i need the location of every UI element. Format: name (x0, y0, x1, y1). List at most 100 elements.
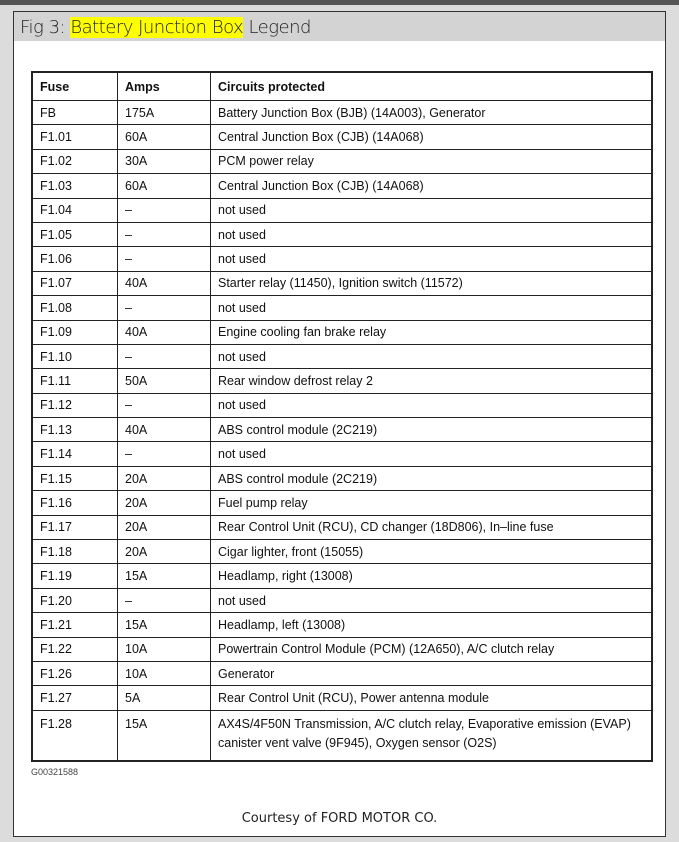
cell-fuse: F1.18 (31, 539, 118, 565)
cell-fuse: F1.10 (31, 343, 118, 370)
cell-fuse: F1.22 (31, 636, 118, 662)
title-bar: Fig 3: Battery Junction Box Legend (14, 12, 665, 41)
cell-fuse: F1.16 (31, 490, 118, 516)
table-row: F1.28 15A AX4S/4F50N Transmission, A/C clu… (31, 709, 653, 762)
cell-amps: 15A (117, 612, 211, 638)
cell-fuse: F1.15 (31, 465, 118, 492)
cell-fuse: F1.13 (31, 417, 118, 443)
cell-circuits: not used (210, 295, 653, 321)
cell-circuits: not used (210, 392, 653, 419)
cell-circuits: Engine cooling fan brake relay (210, 319, 653, 345)
cell-fuse: F1.17 (31, 514, 118, 541)
cell-amps: 30A (117, 148, 211, 175)
figure-code: G00321588 (31, 767, 79, 777)
cell-fuse: F1.12 (31, 392, 118, 419)
header-circuits: Circuits protected (210, 71, 653, 101)
cell-amps: – (117, 343, 211, 370)
cell-fuse: F1.06 (31, 246, 118, 272)
cell-fuse: F1.28 (31, 709, 118, 762)
cell-circuits: Battery Junction Box (BJB) (14A003), Gen… (210, 99, 653, 126)
cell-circuits: not used (210, 221, 653, 248)
cell-circuits: not used (210, 441, 653, 467)
figure-frame: Fig 3: Battery Junction Box Legend Fuse … (13, 11, 666, 837)
table-row: F1.18 20A Cigar lighter, front (15055) (31, 539, 653, 565)
cell-amps: 20A (117, 514, 211, 541)
table-row: F1.06– not used (31, 246, 653, 272)
table-row: F1.14– not used (31, 441, 653, 467)
cell-amps: 40A (117, 270, 211, 297)
table-row: FB 175A Battery Junction Box (BJB) (14A003… (31, 99, 653, 126)
table-row: F1.10– not used (31, 343, 653, 370)
cell-circuits: Rear Control Unit (RCU), Power antenna m… (210, 685, 653, 711)
cell-circuits: ABS control module (2C219) (210, 465, 653, 492)
table-row: F1.13 40A ABS control module (2C219) (31, 417, 653, 443)
cell-circuits: Powertrain Control Module (PCM) (12A650)… (210, 636, 653, 662)
table-row: F1.16 20A Fuel pump relay (31, 490, 653, 516)
title-suffix: Legend (243, 17, 311, 38)
table-row: F1.20– not used (31, 587, 653, 614)
fuse-table: Fuse Amps Circuits protected FB 175A Batte… (31, 71, 653, 762)
table-row: F1.03 60A Central Junction Box (CJB) (14A0… (31, 173, 653, 199)
table-row: F1.15 20A ABS control module (2C219) (31, 465, 653, 492)
cell-amps: 15A (117, 563, 211, 589)
cell-circuits: Cigar lighter, front (15055) (210, 539, 653, 565)
table-row: F1.09 40A Engine cooling fan brake relay (31, 319, 653, 345)
cell-amps: 10A (117, 636, 211, 662)
table-row: F1.04– not used (31, 197, 653, 223)
table-row: F1.22 10A Powertrain Control Module (PCM) … (31, 636, 653, 662)
cell-circuits: PCM power relay (210, 148, 653, 175)
table-row: F1.27 5A Rear Control Unit (RCU), Power an… (31, 685, 653, 711)
table-row: F1.07 40A Starter relay (11450), Ignition … (31, 270, 653, 297)
title-highlight: Battery Junction Box (70, 17, 244, 38)
table-row: F1.26 10A Generator (31, 660, 653, 687)
cell-circuits: not used (210, 246, 653, 272)
cell-amps: – (117, 246, 211, 272)
cell-amps: 40A (117, 417, 211, 443)
cell-amps: 5A (117, 685, 211, 711)
cell-amps: 40A (117, 319, 211, 345)
cell-circuits: Central Junction Box (CJB) (14A068) (210, 173, 653, 199)
cell-amps: – (117, 392, 211, 419)
cell-fuse: F1.27 (31, 685, 118, 711)
table-row: F1.21 15A Headlamp, left (13008) (31, 612, 653, 638)
cell-amps: – (117, 221, 211, 248)
cell-fuse: F1.03 (31, 173, 118, 199)
cell-circuits: Rear window defrost relay 2 (210, 368, 653, 394)
cell-circuits: Fuel pump relay (210, 490, 653, 516)
cell-circuits: Starter relay (11450), Ignition switch (… (210, 270, 653, 297)
table-row: F1.05– not used (31, 221, 653, 248)
cell-amps: 20A (117, 539, 211, 565)
cell-amps: 60A (117, 173, 211, 199)
cell-fuse: F1.21 (31, 612, 118, 638)
cell-amps: – (117, 441, 211, 467)
cell-circuits: not used (210, 197, 653, 223)
cell-amps: 20A (117, 490, 211, 516)
cell-fuse: F1.01 (31, 124, 118, 150)
header-amps: Amps (117, 71, 211, 101)
table-row: F1.11 50A Rear window defrost relay 2 (31, 368, 653, 394)
cell-amps: 20A (117, 465, 211, 492)
header-fuse: Fuse (31, 71, 118, 101)
cell-fuse: F1.09 (31, 319, 118, 345)
cell-circuits: Rear Control Unit (RCU), CD changer (18D… (210, 514, 653, 541)
cell-amps: 60A (117, 124, 211, 150)
cell-circuits: AX4S/4F50N Transmission, A/C clutch rela… (210, 709, 653, 762)
table-row: F1.02 30A PCM power relay (31, 148, 653, 175)
cell-fuse: F1.05 (31, 221, 118, 248)
title-prefix: Fig 3: (20, 17, 71, 38)
cell-fuse: F1.11 (31, 368, 118, 394)
cell-fuse: F1.19 (31, 563, 118, 589)
cell-amps: 50A (117, 368, 211, 394)
cell-amps: 15A (117, 709, 211, 762)
figure-title: Fig 3: Battery Junction Box Legend (20, 17, 311, 38)
cell-fuse: F1.02 (31, 148, 118, 175)
cell-circuits: not used (210, 343, 653, 370)
table-row: F1.17 20A Rear Control Unit (RCU), CD chan… (31, 514, 653, 541)
cell-amps: – (117, 587, 211, 614)
top-bar (0, 0, 679, 5)
cell-fuse: F1.14 (31, 441, 118, 467)
cell-amps: – (117, 295, 211, 321)
cell-circuits: ABS control module (2C219) (210, 417, 653, 443)
cell-circuits: Headlamp, left (13008) (210, 612, 653, 638)
cell-circuits: Central Junction Box (CJB) (14A068) (210, 124, 653, 150)
